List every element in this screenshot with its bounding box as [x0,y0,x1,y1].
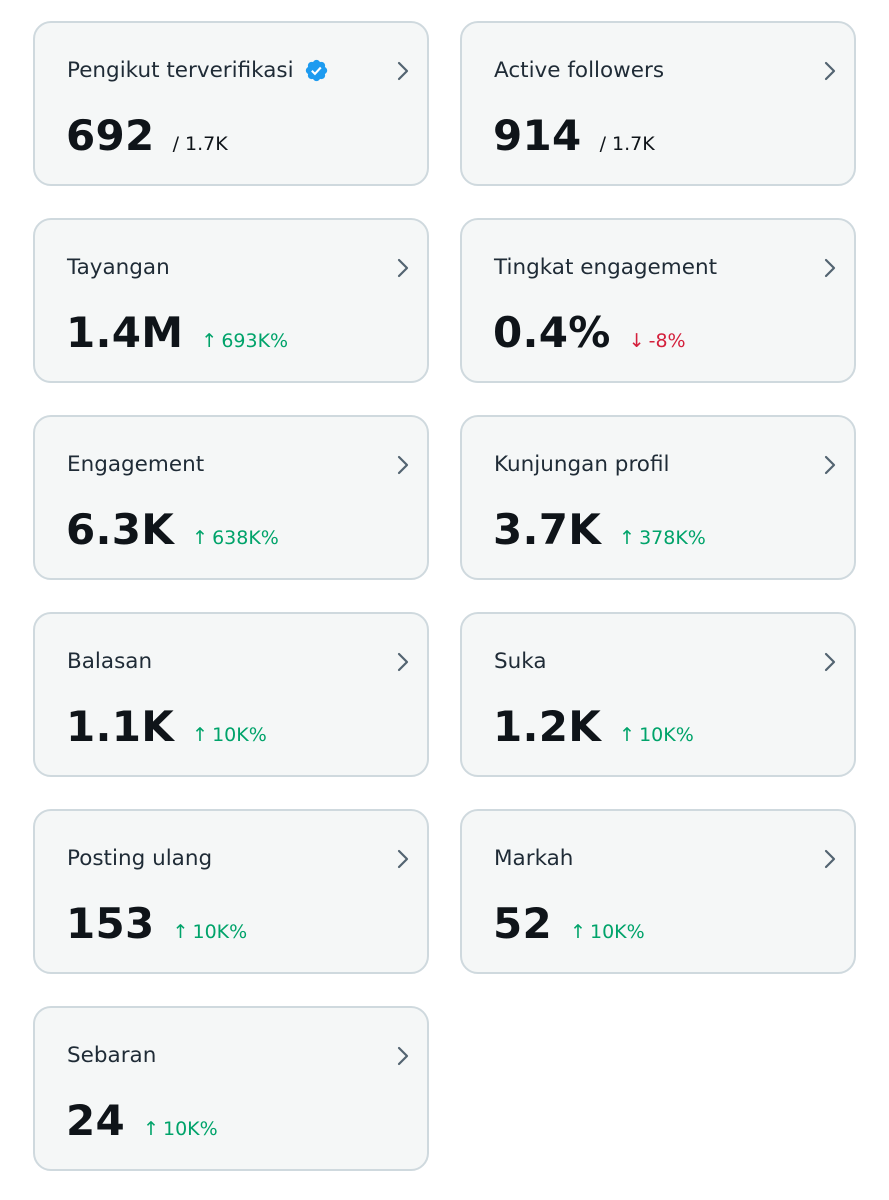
metric-card-replies[interactable]: Balasan 1.1K ↑ 10K% [33,612,429,777]
chevron-right-icon[interactable] [393,847,413,871]
chevron-right-icon[interactable] [820,453,840,477]
metric-card-engagement-rate[interactable]: Tingkat engagement 0.4% ↓ -8% [460,218,856,383]
card-title: Sebaran [67,1043,157,1068]
change-value: 10K% [589,921,645,943]
change-value: 10K% [162,1118,218,1140]
metric-change: ↑ 10K% [192,724,267,746]
metric-value-row: 6.3K ↑ 638K% [66,505,279,554]
metric-value: 3.7K [493,505,602,554]
chevron-right-icon[interactable] [393,1044,413,1068]
metric-value: 24 [66,1096,126,1145]
chevron-right-icon[interactable] [393,650,413,674]
metric-value-row: 914 / 1.7K [493,111,655,160]
metric-value-row: 24 ↑ 10K% [66,1096,218,1145]
metric-value-row: 1.4M ↑ 693K% [66,308,288,357]
chevron-right-icon[interactable] [820,650,840,674]
verified-badge-icon [304,58,329,83]
card-title: Active followers [494,58,665,83]
metric-card-shares[interactable]: Sebaran 24 ↑ 10K% [33,1006,429,1171]
arrow-up-icon: ↑ [619,527,636,549]
arrow-up-icon: ↑ [201,330,218,352]
metric-card-likes[interactable]: Suka 1.2K ↑ 10K% [460,612,856,777]
card-title-row: Posting ulang [67,846,212,871]
card-title-row: Tayangan [67,255,170,280]
card-title: Kunjungan profil [494,452,670,477]
metric-card-impressions[interactable]: Tayangan 1.4M ↑ 693K% [33,218,429,383]
metric-change: ↑ 10K% [143,1118,218,1140]
metric-change: ↑ 10K% [619,724,694,746]
metric-total: / 1.7K [599,133,655,155]
card-title-row: Engagement [67,452,204,477]
metrics-grid: Pengikut terverifikasi 692 / 1.7K Active… [33,21,856,1171]
change-value: 638K% [212,527,279,549]
card-title-row: Sebaran [67,1043,156,1068]
arrow-up-icon: ↑ [570,921,586,943]
card-title-row: Suka [494,649,547,674]
change-value: -8% [648,330,686,352]
metric-card-engagement[interactable]: Engagement 6.3K ↑ 638K% [33,415,429,580]
chevron-right-icon[interactable] [820,847,840,871]
change-value: 693K% [221,330,289,352]
card-title-row: Markah [494,846,573,871]
metric-value: 1.2K [493,702,602,751]
metric-value-row: 0.4% ↓ -8% [493,308,686,357]
card-title: Pengikut terverifikasi [67,58,294,83]
arrow-up-icon: ↑ [172,921,189,943]
card-title: Balasan [67,649,153,674]
change-value: 378K% [639,527,706,549]
metric-change: ↓ -8% [629,330,686,352]
chevron-right-icon[interactable] [393,59,413,83]
metric-card-verified-followers[interactable]: Pengikut terverifikasi 692 / 1.7K [33,21,429,186]
metric-change: ↑ 378K% [619,527,706,549]
metric-change: ↑ 10K% [570,921,645,943]
metric-change: ↑ 10K% [173,921,248,943]
chevron-right-icon[interactable] [820,59,840,83]
change-value: 10K% [212,724,267,746]
card-title: Engagement [67,452,205,477]
metric-value: 153 [66,899,155,948]
metric-value-row: 153 ↑ 10K% [66,899,247,948]
metric-value: 914 [493,111,582,160]
change-value: 10K% [639,724,694,746]
card-title: Tayangan [67,255,170,280]
metric-card-active-followers[interactable]: Active followers 914 / 1.7K [460,21,856,186]
metric-value: 52 [493,899,553,948]
metric-change: ↑ 693K% [201,330,288,352]
metric-value-row: 1.1K ↑ 10K% [66,702,267,751]
card-title: Markah [494,846,574,871]
chevron-right-icon[interactable] [393,453,413,477]
arrow-down-icon: ↓ [628,330,645,352]
metric-value: 1.1K [66,702,175,751]
metric-card-reposts[interactable]: Posting ulang 153 ↑ 10K% [33,809,429,974]
card-title: Tingkat engagement [494,255,718,280]
metric-value-row: 3.7K ↑ 378K% [493,505,706,554]
metric-card-profile-visits[interactable]: Kunjungan profil 3.7K ↑ 378K% [460,415,856,580]
card-title-row: Active followers [494,58,664,83]
metric-value: 692 [66,111,155,160]
chevron-right-icon[interactable] [393,256,413,280]
metric-value-row: 52 ↑ 10K% [493,899,645,948]
change-value: 10K% [192,921,248,943]
arrow-up-icon: ↑ [192,724,209,746]
card-title-row: Tingkat engagement [494,255,717,280]
metric-value: 1.4M [66,308,184,357]
card-title-row: Kunjungan profil [494,452,669,477]
metric-card-bookmarks[interactable]: Markah 52 ↑ 10K% [460,809,856,974]
metric-value-row: 1.2K ↑ 10K% [493,702,694,751]
arrow-up-icon: ↑ [143,1118,159,1140]
arrow-up-icon: ↑ [619,724,636,746]
arrow-up-icon: ↑ [192,527,209,549]
chevron-right-icon[interactable] [820,256,840,280]
metric-value: 6.3K [66,505,175,554]
card-title-row: Pengikut terverifikasi [67,58,329,83]
metric-value: 0.4% [493,308,611,357]
card-title-row: Balasan [67,649,152,674]
card-title: Posting ulang [67,846,213,871]
card-title: Suka [494,649,547,674]
metric-change: ↑ 638K% [192,527,279,549]
metric-value-row: 692 / 1.7K [66,111,228,160]
metric-total: / 1.7K [172,133,228,155]
